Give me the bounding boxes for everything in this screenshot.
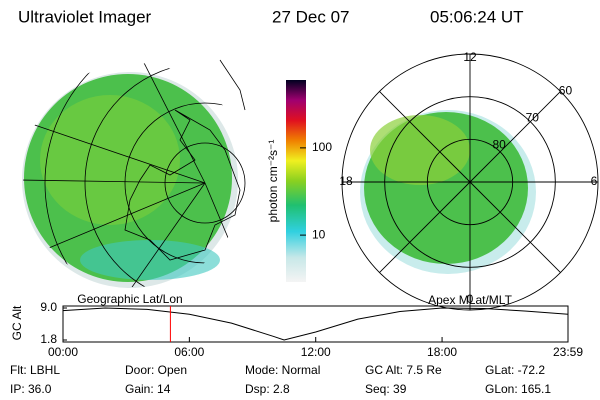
- caption: Apex MLat/MLT: [428, 293, 512, 307]
- status-field: GLat: -72.2: [485, 363, 545, 377]
- ring-label: 80: [492, 137, 506, 151]
- status-field: Door: Open: [125, 363, 187, 377]
- colorbar-label: photon cm⁻²s⁻¹: [266, 140, 280, 223]
- lat-ring: [426, 138, 514, 226]
- status-field: Mode: Normal: [245, 363, 320, 377]
- status-field: Dsp: 2.8: [245, 382, 290, 396]
- x-tick-label: 12:00: [301, 345, 331, 359]
- colorbar: [286, 80, 306, 282]
- x-tick-label: 00:00: [48, 345, 78, 359]
- x-tick-label: 06:00: [174, 345, 204, 359]
- spoke: [379, 91, 471, 183]
- y-tick-label: 9.0: [40, 300, 57, 314]
- mlt-label: 12: [463, 50, 477, 64]
- colorbar-tick-label: 10: [312, 227, 326, 241]
- y-tick-label: 1.8: [40, 332, 57, 346]
- status-field: IP: 36.0: [10, 382, 52, 396]
- lat-ring: [384, 96, 556, 268]
- caption: Geographic Lat/Lon: [77, 292, 182, 306]
- ring-label: 60: [559, 84, 573, 98]
- spoke: [379, 181, 471, 273]
- status-field: GC Alt: 7.5 Re: [365, 363, 442, 377]
- altitude-line: [62, 307, 569, 341]
- ring-label: 70: [526, 110, 540, 124]
- mlt-label: 18: [339, 174, 353, 188]
- spoke: [469, 91, 561, 183]
- mlt-label: 6: [591, 174, 598, 188]
- colorbar-tick-label: 100: [312, 140, 332, 154]
- title: Ultraviolet Imager: [18, 7, 152, 26]
- lat-ring: [341, 53, 599, 311]
- spoke: [469, 181, 561, 273]
- time: 05:06:24 UT: [430, 7, 524, 26]
- geo-image: [22, 59, 250, 288]
- status-field: GLon: 165.1: [485, 382, 551, 396]
- x-tick-label: 23:59: [553, 345, 583, 359]
- mlt-label: 0: [467, 292, 474, 306]
- y-axis-label: GC Alt: [10, 305, 24, 340]
- status-field: Seq: 39: [365, 382, 407, 396]
- date: 27 Dec 07: [272, 7, 350, 26]
- status-field: Gain: 14: [125, 382, 171, 396]
- plot-frame: [62, 305, 569, 343]
- polar-image: [360, 100, 536, 274]
- status-field: Flt: LBHL: [10, 363, 60, 377]
- x-tick-label: 18:00: [427, 345, 457, 359]
